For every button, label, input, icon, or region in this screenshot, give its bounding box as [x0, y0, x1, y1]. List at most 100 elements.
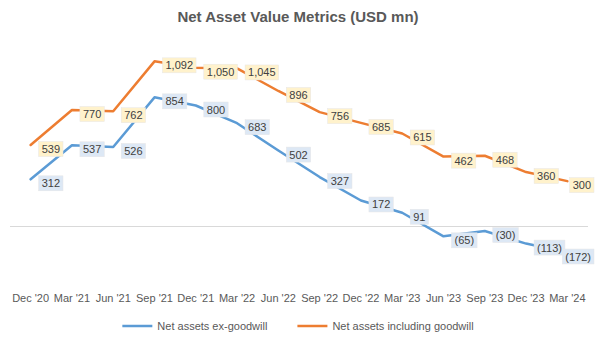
data-label-group: 300 [570, 178, 594, 193]
data-label-group: 526 [121, 143, 145, 158]
data-label-box [493, 228, 519, 243]
data-label-box [245, 65, 279, 80]
data-label-group: 1,045 [245, 65, 279, 80]
data-label-group: 539 [39, 141, 63, 156]
data-label: 539 [42, 143, 60, 155]
data-label-box [369, 197, 393, 212]
data-label-group: 327 [328, 174, 352, 189]
data-label: 762 [124, 109, 142, 121]
data-label: 526 [124, 145, 142, 157]
data-label: (172) [565, 251, 591, 263]
data-label-box [562, 249, 594, 264]
data-label-group: 756 [328, 109, 352, 124]
data-label: 756 [331, 110, 349, 122]
data-label-box [39, 141, 63, 156]
data-label: 327 [331, 175, 349, 187]
data-label-box [493, 152, 517, 167]
data-label-group: 683 [245, 120, 269, 135]
data-label: (30) [496, 229, 516, 241]
data-label-group: 685 [369, 119, 393, 134]
legend-swatch [122, 325, 152, 328]
x-tick-label: Jun '21 [96, 292, 131, 304]
data-label: 1,092 [166, 59, 194, 71]
data-label-box [204, 102, 228, 117]
data-label-group: 615 [410, 130, 434, 145]
data-label: 312 [42, 177, 60, 189]
data-label-box [410, 130, 434, 145]
x-tick-label: Mar '22 [219, 292, 255, 304]
data-label: 683 [248, 121, 266, 133]
data-label-box [369, 119, 393, 134]
data-label-box [39, 176, 63, 191]
data-label-box [121, 108, 145, 123]
x-tick-label: Mar '21 [54, 292, 90, 304]
data-label: 537 [83, 143, 101, 155]
plot-lines [31, 61, 568, 252]
x-tick-label: Dec '23 [508, 292, 545, 304]
x-tick-label: Jun '22 [261, 292, 296, 304]
data-label-box [163, 94, 187, 109]
data-label-box [286, 87, 310, 102]
data-label-box [204, 64, 238, 79]
data-label: 502 [289, 149, 307, 161]
data-label: 854 [166, 95, 184, 107]
series-line [31, 61, 568, 181]
data-label-box [80, 142, 104, 157]
data-label-box [570, 178, 594, 193]
data-label-group: (172) [562, 249, 594, 264]
data-label: 615 [413, 131, 431, 143]
data-label: 300 [573, 179, 591, 191]
data-label: 172 [372, 198, 390, 210]
x-tick-label: Sep '21 [136, 292, 173, 304]
legend-label: Net assets ex-goodwill [157, 320, 267, 332]
data-label: (65) [455, 234, 475, 246]
data-label-group: (30) [493, 228, 519, 243]
data-label-box [163, 58, 197, 73]
data-label-box [410, 209, 428, 224]
data-label-group: 537 [80, 142, 104, 157]
data-label-group: (113) [534, 240, 565, 255]
data-label: 1,045 [248, 66, 276, 78]
data-label-box [534, 240, 565, 255]
series-line [31, 97, 568, 252]
data-label-group: 462 [452, 153, 476, 168]
x-tick-label: Jun '23 [426, 292, 461, 304]
data-label-box [286, 147, 310, 162]
data-label: (113) [537, 242, 562, 254]
data-label-box [328, 109, 352, 124]
x-tick-label: Mar '23 [384, 292, 420, 304]
data-label-group: 854 [163, 94, 187, 109]
x-tick-label: Dec '20 [12, 292, 49, 304]
data-label-box [245, 120, 269, 135]
data-label-box [121, 143, 145, 158]
data-label: 770 [83, 108, 101, 120]
x-tick-label: Mar '24 [549, 292, 585, 304]
data-label-group: 1,050 [204, 64, 238, 79]
data-label-group: 502 [286, 147, 310, 162]
data-label-box [452, 233, 478, 248]
data-label-group: 91 [410, 209, 428, 224]
data-label-group: 800 [204, 102, 228, 117]
x-tick-label: Sep '22 [301, 292, 338, 304]
data-label-group: 172 [369, 197, 393, 212]
data-label-group: 896 [286, 87, 310, 102]
legend-swatch [297, 325, 327, 328]
data-label-box [534, 169, 558, 184]
background [0, 0, 596, 339]
data-label-box [80, 107, 104, 122]
data-label: 91 [413, 211, 425, 223]
data-label-group: 770 [80, 107, 104, 122]
legend-label: Net assets including goodwill [332, 320, 473, 332]
data-label: 1,050 [207, 66, 235, 78]
x-tick-label: Sep '23 [466, 292, 503, 304]
data-label-group: 762 [121, 108, 145, 123]
data-label-group: 312 [39, 176, 63, 191]
data-label: 468 [496, 154, 514, 166]
data-label: 462 [455, 155, 473, 167]
data-label: 360 [537, 170, 555, 182]
x-axis-line [10, 226, 588, 227]
data-label-group: 1,092 [163, 58, 197, 73]
data-label-group: 468 [493, 152, 517, 167]
data-label-box [328, 174, 352, 189]
chart: Net Asset Value Metrics (USD mn)Dec '20M… [0, 0, 596, 339]
